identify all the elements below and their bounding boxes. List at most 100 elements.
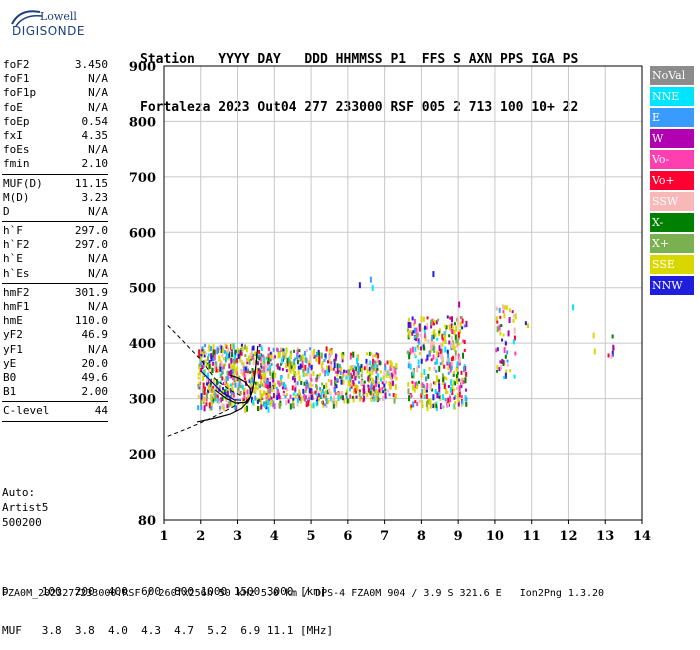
echo-point xyxy=(449,316,452,320)
echo-point xyxy=(206,392,209,399)
echo-point xyxy=(329,396,332,402)
echo-point xyxy=(392,393,395,398)
echo-point xyxy=(244,406,247,413)
echo-point xyxy=(391,380,394,386)
echo-point xyxy=(335,370,338,374)
parameter-separator xyxy=(2,401,108,403)
echo-point xyxy=(506,350,509,355)
echo-point xyxy=(357,375,360,379)
echo-point xyxy=(200,368,203,373)
parameter-row: C-level 44 xyxy=(2,404,108,418)
echo-point xyxy=(257,384,260,388)
echo-point xyxy=(461,403,464,407)
echo-point xyxy=(309,365,312,369)
echo-point xyxy=(315,401,318,407)
echo-point xyxy=(288,366,291,372)
echo-point xyxy=(300,395,303,402)
echo-point xyxy=(226,391,229,398)
echo-point xyxy=(213,354,216,361)
echo-point xyxy=(296,402,299,407)
echo-point xyxy=(285,387,288,392)
echo-point xyxy=(379,361,382,366)
echo-point xyxy=(309,373,312,379)
echo-point xyxy=(461,377,464,381)
echo-point xyxy=(383,370,386,377)
echo-point xyxy=(225,376,228,382)
echo-point xyxy=(306,381,309,385)
echo-point xyxy=(293,358,296,365)
echo-point xyxy=(335,354,338,358)
echo-point xyxy=(514,313,517,320)
echo-point xyxy=(610,353,613,359)
echo-point xyxy=(233,355,236,360)
echo-point xyxy=(285,400,288,406)
echo-point xyxy=(367,384,370,388)
echo-point xyxy=(465,371,468,377)
echo-point xyxy=(438,383,441,389)
echo-point xyxy=(229,383,232,387)
echo-point xyxy=(197,376,200,380)
echo-point xyxy=(322,367,325,374)
parameter-separator xyxy=(2,221,108,223)
echo-point xyxy=(417,346,420,350)
echo-point xyxy=(203,405,206,412)
echo-point xyxy=(445,388,448,395)
y-tick-label: 300 xyxy=(129,393,156,408)
echo-point xyxy=(355,366,358,373)
echo-point xyxy=(458,378,461,382)
echo-point xyxy=(330,349,333,355)
echo-point xyxy=(375,380,378,385)
echo-point xyxy=(357,354,360,358)
echo-point xyxy=(240,343,243,347)
legend-item: SSW xyxy=(650,192,694,211)
echo-point xyxy=(457,398,460,403)
parameter-label: C-level xyxy=(3,404,50,418)
echo-point xyxy=(423,394,426,399)
echo-point xyxy=(314,390,317,395)
echo-point xyxy=(425,401,428,408)
echo-point xyxy=(428,398,431,405)
parameter-value: N/A xyxy=(88,143,108,157)
echo-point xyxy=(260,375,263,380)
echo-point xyxy=(511,310,514,314)
echo-point xyxy=(499,315,502,319)
echo-point xyxy=(332,403,335,409)
echo-point xyxy=(263,359,266,366)
echo-point xyxy=(424,325,427,330)
echo-point xyxy=(415,327,418,333)
legend-item: NNW xyxy=(650,276,694,295)
echo-point xyxy=(305,379,308,383)
echo-point xyxy=(207,380,210,387)
parameter-value: 3.450 xyxy=(74,58,108,71)
echo-point xyxy=(248,379,251,384)
echo-point xyxy=(383,383,386,388)
echo-point xyxy=(260,380,263,387)
echo-point xyxy=(369,276,372,283)
echo-point xyxy=(293,365,296,370)
echo-point xyxy=(236,347,239,352)
echo-point xyxy=(200,400,203,407)
echo-point xyxy=(409,330,412,334)
echo-point xyxy=(442,334,445,338)
parameter-label: M(D) xyxy=(3,190,30,204)
echo-point xyxy=(356,357,359,364)
parameter-row: D N/A xyxy=(2,205,108,219)
echo-point xyxy=(349,365,352,372)
echo-point xyxy=(462,339,465,343)
echo-point xyxy=(455,387,458,391)
echo-point xyxy=(506,359,509,363)
echo-point xyxy=(375,367,378,374)
echo-point xyxy=(265,403,268,410)
echo-point xyxy=(268,387,271,393)
echo-point xyxy=(200,405,203,411)
echo-point xyxy=(203,369,206,374)
echo-point xyxy=(200,393,203,400)
echo-point xyxy=(308,363,311,368)
echo-point xyxy=(325,397,328,404)
echo-point xyxy=(379,377,382,382)
echo-point xyxy=(363,388,366,394)
echo-point xyxy=(407,363,410,369)
echo-point xyxy=(430,358,433,362)
echo-point xyxy=(197,384,200,389)
echo-point xyxy=(407,328,410,333)
